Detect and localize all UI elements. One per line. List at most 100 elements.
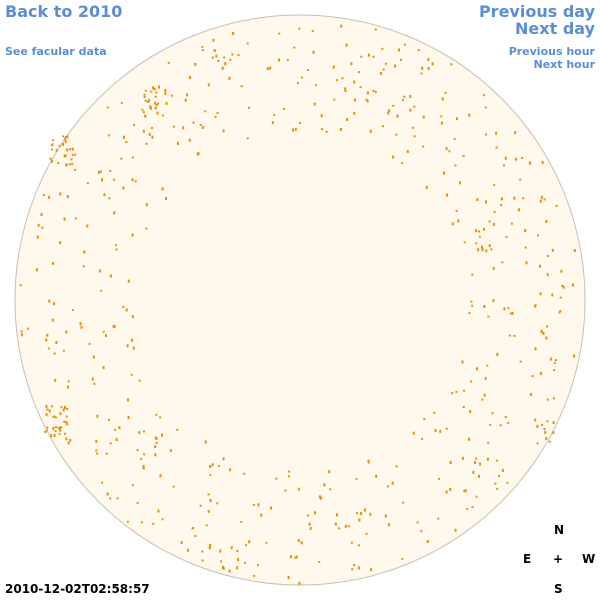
facula — [154, 106, 157, 110]
facula — [74, 168, 77, 171]
facula — [152, 522, 155, 525]
facula — [437, 517, 440, 520]
facula — [551, 248, 554, 252]
facula — [521, 157, 524, 160]
facula — [83, 250, 86, 254]
facula — [155, 91, 158, 94]
facula — [52, 139, 55, 142]
facula — [514, 157, 517, 161]
facula — [489, 423, 492, 426]
facula — [20, 333, 23, 337]
facula — [230, 546, 233, 550]
facula — [114, 428, 117, 431]
facula — [338, 527, 341, 530]
facula — [478, 235, 481, 238]
facula — [46, 429, 48, 432]
facula — [147, 100, 149, 103]
facula — [237, 54, 240, 57]
facula — [48, 299, 51, 303]
facula — [350, 541, 353, 544]
facula — [445, 427, 448, 430]
facula — [546, 255, 549, 257]
facula — [482, 94, 485, 97]
facula — [507, 307, 510, 310]
facula — [347, 525, 350, 528]
facula — [499, 424, 502, 427]
facula — [420, 530, 423, 533]
facula — [546, 273, 549, 277]
compass-west: W — [582, 552, 596, 566]
facula — [336, 513, 338, 517]
facula — [209, 543, 212, 547]
facula — [216, 502, 219, 505]
facula — [357, 566, 360, 570]
facula — [353, 564, 356, 566]
facula — [105, 452, 108, 455]
facula — [534, 305, 536, 308]
facula — [524, 229, 527, 232]
facula — [45, 405, 48, 408]
facula — [553, 369, 556, 372]
facula — [292, 128, 294, 132]
facula — [506, 481, 509, 484]
previous-hour-link[interactable]: Previous hour — [508, 45, 595, 58]
facula — [340, 24, 343, 28]
facula — [366, 91, 369, 95]
facula — [155, 441, 158, 444]
facula — [445, 490, 448, 494]
facula — [130, 338, 133, 342]
facula — [154, 445, 157, 449]
facula — [328, 470, 331, 474]
facula — [422, 145, 425, 148]
facula — [96, 452, 99, 455]
facula — [294, 556, 297, 559]
next-hour-link[interactable]: Next hour — [533, 58, 596, 71]
facula — [165, 196, 167, 200]
facula — [519, 178, 522, 181]
facula — [45, 413, 48, 417]
facula — [64, 140, 67, 144]
facula — [360, 512, 363, 516]
facula — [455, 390, 458, 393]
facula — [208, 546, 211, 550]
facula — [475, 495, 478, 498]
facula — [539, 199, 542, 203]
facula — [50, 143, 53, 146]
facula — [71, 147, 74, 151]
facula — [37, 223, 40, 227]
next-day-link[interactable]: Next day — [515, 19, 595, 38]
facula — [122, 306, 125, 308]
facula — [477, 248, 480, 252]
facula — [71, 309, 74, 311]
facula — [341, 77, 344, 80]
facula — [65, 330, 68, 334]
facula — [472, 470, 475, 474]
facula — [513, 196, 516, 200]
facula — [145, 203, 148, 207]
facula — [539, 292, 542, 296]
facula — [256, 564, 259, 567]
facula — [265, 541, 268, 544]
facula — [413, 135, 416, 138]
facula — [495, 146, 498, 149]
facula — [320, 114, 323, 118]
facula — [161, 518, 164, 521]
facula — [131, 178, 134, 182]
back-link[interactable]: Back to 2010 — [5, 2, 123, 21]
facula — [48, 195, 51, 199]
facula — [115, 438, 118, 442]
facula — [106, 492, 109, 496]
facula — [120, 101, 123, 104]
facular-data-link[interactable]: See facular data — [5, 45, 107, 58]
facula — [311, 30, 314, 33]
facula — [355, 512, 358, 515]
previous-day-link[interactable]: Previous day — [478, 2, 595, 21]
facula — [142, 464, 145, 468]
facula — [332, 65, 335, 69]
facula — [466, 508, 469, 510]
facula — [387, 485, 389, 488]
facula — [164, 89, 167, 92]
facula — [79, 322, 82, 325]
facula — [552, 397, 555, 400]
